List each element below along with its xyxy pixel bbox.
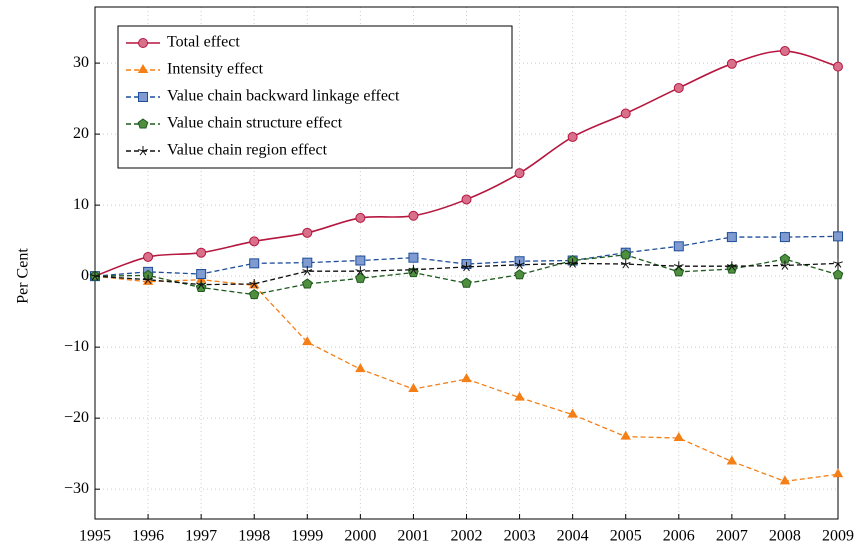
legend-label: Value chain backward linkage effect (167, 88, 400, 105)
marker (302, 257, 313, 268)
marker (673, 82, 684, 93)
marker (620, 430, 631, 440)
marker (355, 266, 366, 276)
y-tick-label: 20 (73, 125, 89, 142)
marker (302, 227, 313, 238)
x-tick-label: 1999 (291, 528, 323, 545)
y-tick-label: −20 (64, 409, 89, 426)
marker (355, 363, 366, 373)
marker (620, 249, 632, 260)
marker (673, 241, 684, 252)
marker (461, 261, 472, 272)
marker (248, 288, 260, 300)
y-axis-label: Per Cent (15, 248, 32, 304)
marker (355, 255, 366, 266)
marker (301, 278, 313, 289)
legend-label: Value chain structure effect (167, 115, 343, 132)
x-tick-label: 1996 (132, 528, 164, 545)
marker (196, 247, 207, 258)
marker (780, 260, 790, 270)
x-tick-label: 2004 (557, 528, 589, 545)
x-tick-label: 2002 (451, 528, 483, 545)
marker (408, 264, 419, 275)
marker (833, 61, 843, 72)
marker (726, 58, 737, 69)
marker (302, 336, 313, 346)
x-tick-label: 2008 (769, 528, 801, 545)
marker (138, 146, 148, 156)
marker (779, 475, 791, 485)
marker (567, 258, 578, 268)
marker (302, 266, 313, 276)
x-tick-label: 2003 (504, 528, 536, 545)
marker (514, 168, 525, 179)
series-line (94, 262, 839, 286)
marker (514, 269, 525, 280)
legend-label: Value chain region effect (167, 142, 328, 159)
marker (514, 259, 525, 270)
marker (137, 118, 149, 129)
marker (673, 261, 684, 271)
x-tick-label: 2000 (344, 528, 376, 545)
marker (355, 272, 366, 283)
marker (196, 279, 207, 289)
x-tick-label: 2005 (610, 528, 642, 545)
marker (833, 231, 843, 242)
marker (832, 468, 844, 478)
legend-label: Intensity effect (167, 61, 264, 78)
marker (620, 259, 631, 269)
series-line (94, 235, 839, 277)
marker (673, 266, 685, 277)
y-tick-label: −10 (64, 338, 89, 355)
y-tick-label: 10 (73, 196, 89, 213)
marker (567, 131, 578, 142)
marker (833, 258, 843, 268)
marker (514, 391, 525, 401)
legend-box (117, 25, 513, 169)
marker (461, 194, 472, 205)
marker (408, 383, 419, 393)
x-tick-label: 2006 (663, 528, 695, 545)
marker (726, 455, 738, 465)
marker (137, 63, 149, 73)
x-tick-label: 1997 (185, 528, 217, 545)
marker (779, 232, 790, 243)
marker (143, 251, 154, 262)
marker (138, 38, 148, 48)
x-tick-label: 1998 (238, 528, 270, 545)
marker (461, 277, 472, 288)
x-tick-label: 2007 (716, 528, 748, 545)
series-line (94, 275, 839, 483)
x-tick-label: 2001 (397, 528, 429, 545)
marker (249, 236, 260, 247)
x-tick-label: 1995 (79, 528, 111, 545)
marker (779, 46, 790, 57)
marker (673, 432, 684, 442)
x-tick-label: 2009 (822, 528, 854, 545)
marker (726, 232, 737, 243)
y-tick-label: −30 (64, 480, 89, 497)
legend-label: Total effect (167, 34, 240, 51)
marker (143, 274, 153, 285)
marker (249, 278, 260, 289)
y-tick-label: 30 (73, 54, 89, 71)
marker (249, 258, 260, 269)
marker (726, 261, 737, 271)
marker (567, 408, 578, 418)
y-tick-label: 0 (81, 267, 89, 284)
marker (138, 92, 148, 102)
marker (408, 252, 419, 263)
marker (832, 269, 844, 280)
marker (90, 271, 100, 281)
marker (461, 373, 472, 383)
marker (355, 212, 366, 223)
legend: Total effect Intensity effect Value chain … (117, 25, 513, 169)
marker (408, 210, 419, 221)
marker (620, 108, 631, 119)
marker (196, 269, 207, 280)
